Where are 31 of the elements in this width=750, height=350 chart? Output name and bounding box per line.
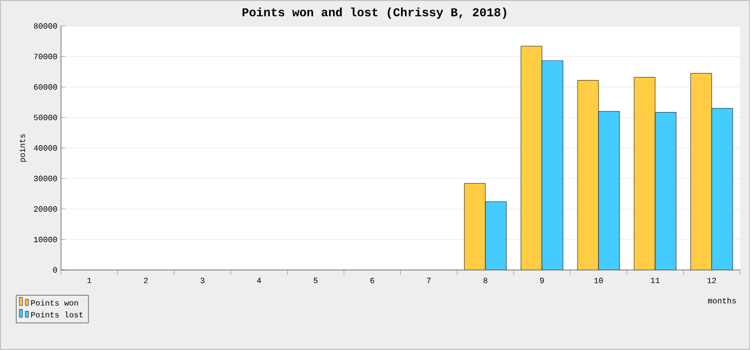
- x-tick-label: 7: [427, 278, 431, 284]
- y-tick-label: 20000: [34, 206, 57, 212]
- legend-label: Points lost: [31, 312, 83, 318]
- x-tick-label: 8: [483, 278, 488, 284]
- bar: [712, 108, 733, 270]
- x-tick-label: 3: [200, 278, 204, 284]
- legend-label: Points won: [31, 300, 78, 306]
- bar: [655, 112, 676, 270]
- x-tick-label: 12: [707, 278, 716, 284]
- chart-title: Points won and lost (Chrissy B, 2018): [242, 8, 506, 19]
- x-tick-label: 4: [257, 278, 262, 284]
- bar: [485, 202, 506, 270]
- x-tick-label: 2: [144, 278, 148, 284]
- y-tick-label: 60000: [34, 84, 57, 90]
- y-tick-label: 30000: [34, 176, 57, 182]
- y-tick-label: 40000: [34, 145, 57, 151]
- x-tick-label: 1: [87, 278, 92, 284]
- y-tick-label: 10000: [34, 236, 57, 242]
- x-tick-label: 5: [314, 278, 318, 284]
- x-tick-label: 9: [540, 278, 544, 284]
- y-tick-label: 70000: [34, 54, 57, 60]
- y-tick-label: 0: [53, 267, 57, 273]
- x-tick-label: 10: [594, 278, 603, 284]
- y-axis-title: points: [19, 134, 27, 162]
- x-tick-label: 6: [370, 278, 374, 284]
- bar: [542, 60, 563, 270]
- x-axis-title: months: [708, 298, 736, 304]
- y-tick-label: 50000: [34, 114, 57, 120]
- bar: [598, 111, 620, 270]
- y-tick-label: 80000: [34, 23, 57, 29]
- x-tick-label: 11: [650, 278, 660, 284]
